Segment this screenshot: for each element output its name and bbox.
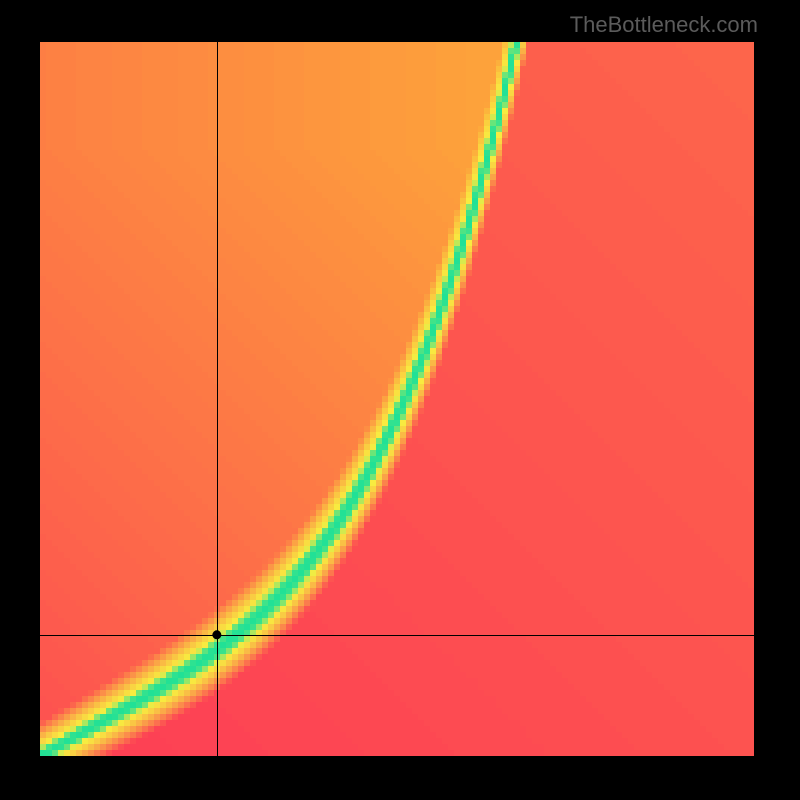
- root: TheBottleneck.com: [0, 0, 800, 800]
- heatmap-canvas: [0, 0, 800, 800]
